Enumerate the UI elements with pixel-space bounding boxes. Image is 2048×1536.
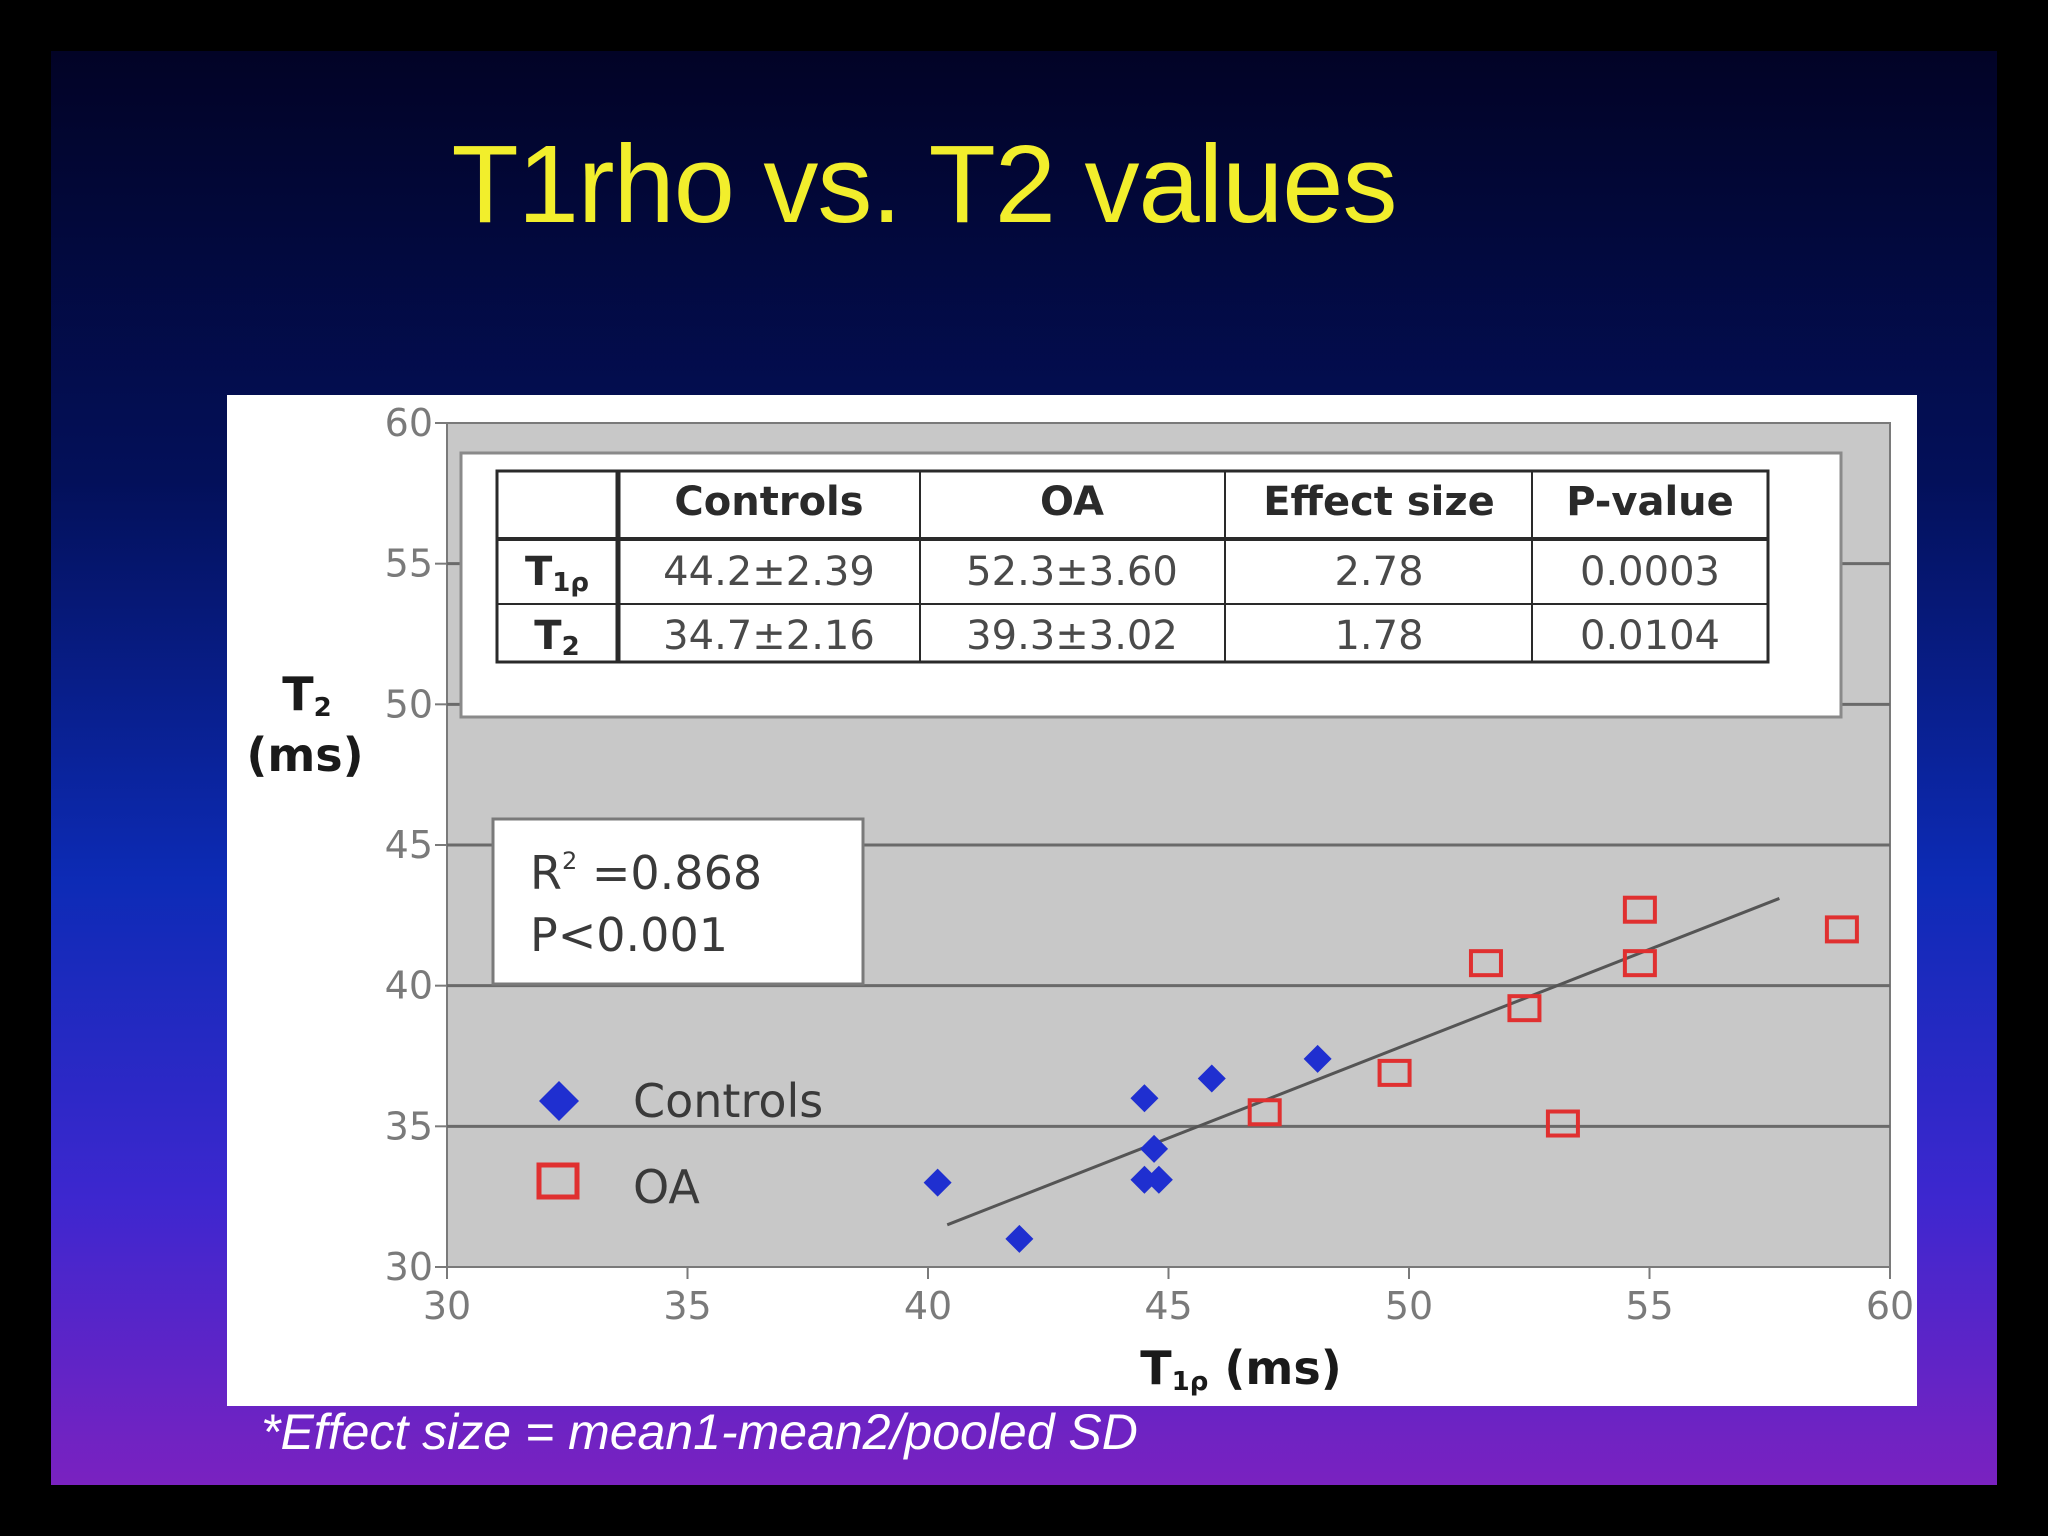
- stats-box-frame: [491, 817, 865, 986]
- table-header-controls: Controls: [674, 479, 863, 525]
- slide: T1rho vs. T2 values 30 35 40 45 50 55 60 30 35 40…: [51, 51, 1997, 1485]
- table-box: [459, 451, 1843, 719]
- table-cell: 39.3±3.02: [966, 613, 1178, 659]
- legend-marker-controls: [539, 1081, 579, 1121]
- stats-box: R2 =0.868 P<0.001: [491, 817, 865, 986]
- summary-table: Controls OA Effect size P-value T1ρ 44.2…: [459, 451, 1843, 719]
- table-header-oa: OA: [1040, 479, 1104, 525]
- table-grid-frame: [495, 469, 1770, 664]
- x-tick-label: 55: [1625, 1284, 1673, 1328]
- data-point-controls: [1144, 1165, 1173, 1194]
- data-point-controls: [1140, 1134, 1169, 1163]
- y-axis-label: T2: [282, 667, 331, 723]
- legend-label-controls: Controls: [633, 1074, 823, 1128]
- footnote: *Effect size = mean1-mean2/pooled SD: [261, 1404, 1138, 1460]
- table-cell: 2.78: [1334, 549, 1423, 595]
- y-tick-label: 45: [385, 823, 433, 867]
- x-tick-label: 40: [904, 1284, 952, 1328]
- x-tick-label: 60: [1866, 1284, 1914, 1328]
- y-tick-label: 50: [385, 682, 433, 726]
- data-point-oa: [1824, 915, 1859, 944]
- data-point-controls: [1197, 1064, 1226, 1093]
- data-point-controls: [923, 1168, 952, 1197]
- table-cell: 52.3±3.60: [966, 549, 1178, 595]
- table-header-effect-size: Effect size: [1263, 479, 1495, 525]
- x-tick-label: 50: [1385, 1284, 1433, 1328]
- slide-title: T1rho vs. T2 values: [51, 130, 1997, 240]
- x-tick-label: 45: [1144, 1284, 1192, 1328]
- table-header-p-value: P-value: [1566, 479, 1734, 525]
- table-row-label-t2: T2: [534, 613, 579, 662]
- legend-marker-oa: [536, 1162, 580, 1200]
- table-cell: 1.78: [1334, 613, 1423, 659]
- x-tick-label: 35: [663, 1284, 711, 1328]
- legend: Controls OA: [536, 1074, 823, 1214]
- data-point-oa: [1377, 1058, 1412, 1087]
- scatter-chart: 30 35 40 45 50 55 60 30 35 40 45 50 55 60 T2 (ms) T1ρ…: [246, 401, 1915, 1397]
- stats-r-squared: R2 =0.868: [530, 846, 762, 900]
- y-tick-label: 55: [385, 542, 433, 586]
- y-axis-unit: (ms): [246, 728, 363, 782]
- table-cell: 0.0003: [1580, 549, 1720, 595]
- table-row-label-t1rho: T1ρ: [525, 549, 589, 598]
- points-layer: [923, 895, 1859, 1253]
- data-point-controls: [1303, 1044, 1332, 1073]
- y-tick-label: 35: [385, 1104, 433, 1148]
- data-point-oa: [1622, 895, 1657, 924]
- data-point-oa: [1622, 949, 1657, 978]
- table-cell: 34.7±2.16: [663, 613, 875, 659]
- data-point-oa: [1507, 994, 1542, 1023]
- data-point-oa: [1247, 1098, 1282, 1127]
- table-cell: 0.0104: [1580, 613, 1720, 659]
- stats-p-value: P<0.001: [530, 908, 728, 962]
- data-point-controls: [1005, 1224, 1034, 1253]
- data-point-oa: [1545, 1109, 1580, 1138]
- table-cell: 44.2±2.39: [663, 549, 875, 595]
- slide-title-text: T1rho vs. T2 values: [451, 123, 1398, 246]
- x-axis-label: T1ρ (ms): [1140, 1341, 1341, 1397]
- data-point-controls: [1130, 1084, 1159, 1113]
- axis-layer: 30 35 40 45 50 55 60 30 35 40 45 50 55 60: [385, 401, 1915, 1328]
- chart-panel: 30 35 40 45 50 55 60 30 35 40 45 50 55 60 T2 (ms) T1ρ…: [227, 395, 1917, 1406]
- y-tick-label: 60: [385, 401, 433, 445]
- data-point-controls: [1130, 1165, 1159, 1194]
- legend-label-oa: OA: [633, 1160, 700, 1214]
- y-tick-label: 40: [385, 964, 433, 1008]
- y-tick-label: 30: [385, 1245, 433, 1289]
- data-point-oa: [1468, 949, 1503, 978]
- x-tick-label: 30: [423, 1284, 471, 1328]
